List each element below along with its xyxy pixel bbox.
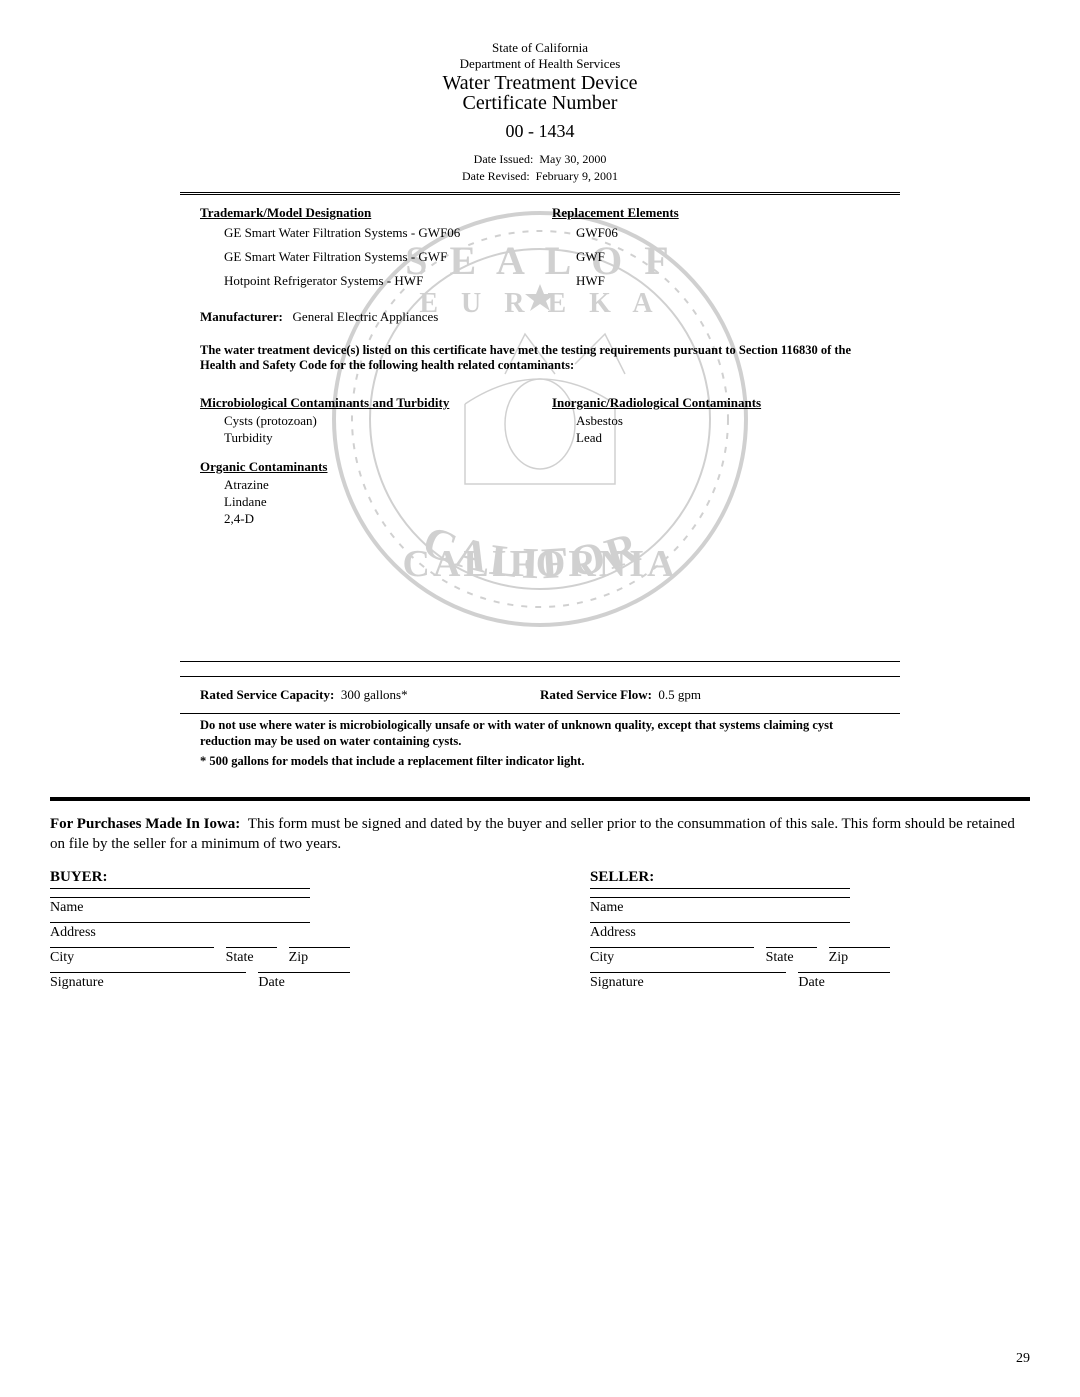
org-header: Organic Contaminants [200, 459, 528, 475]
certification-notice: The water treatment device(s) listed on … [200, 343, 880, 373]
disclaimer-line: Do not use where water is microbiologica… [200, 718, 880, 749]
certificate-header: State of California Department of Health… [50, 40, 1030, 184]
state-line-2: Department of Health Services [50, 56, 1030, 72]
contaminant-item: Cysts (protozoan) [224, 413, 528, 430]
inorg-header: Inorganic/Radiological Contaminants [552, 395, 880, 411]
model-row: Hotpoint Refrigerator Systems - HWF [224, 273, 528, 289]
disclaimer-line: * 500 gallons for models that include a … [200, 754, 880, 770]
disclaimers: Do not use where water is microbiologica… [180, 718, 900, 769]
contaminant-item: Lead [576, 430, 880, 447]
state-field[interactable]: State [226, 947, 277, 966]
zip-field[interactable]: Zip [289, 947, 350, 966]
signature-field[interactable]: Signature [50, 972, 246, 991]
model-row: GE Smart Water Filtration Systems - GWF0… [224, 225, 528, 241]
date-issued: Date Issued: May 30, 2000 [50, 152, 1030, 167]
contaminant-item: Lindane [224, 494, 528, 511]
date-revised: Date Revised: February 9, 2001 [50, 169, 1030, 184]
address-field[interactable]: Address [50, 922, 310, 941]
manufacturer-row: Manufacturer: General Electric Appliance… [200, 309, 880, 325]
contaminants-section: Microbiological Contaminants and Turbidi… [200, 383, 880, 527]
date-field[interactable]: Date [258, 972, 350, 991]
page-number: 29 [1016, 1351, 1030, 1367]
element-row: HWF [576, 273, 880, 289]
rated-service-row: Rated Service Capacity: 300 gallons* Rat… [180, 676, 900, 714]
cert-number: 00 - 1434 [50, 121, 1030, 142]
signature-field[interactable]: Signature [590, 972, 786, 991]
buyer-title: BUYER: [50, 869, 310, 889]
name-field[interactable]: Name [50, 897, 310, 916]
model-table: Trademark/Model Designation GE Smart Wat… [200, 205, 880, 297]
divider [50, 797, 1030, 801]
contaminant-item: Turbidity [224, 430, 528, 447]
name-field[interactable]: Name [590, 897, 850, 916]
city-field[interactable]: City [50, 947, 214, 966]
city-field[interactable]: City [590, 947, 754, 966]
iowa-notice: For Purchases Made In Iowa: This form mu… [50, 815, 1030, 854]
address-field[interactable]: Address [590, 922, 850, 941]
element-row: GWF06 [576, 225, 880, 241]
certificate-body: S E A L O F E U R E K A CALIFORNIA CALIF… [180, 192, 900, 662]
seller-title: SELLER: [590, 869, 850, 889]
element-row: GWF [576, 249, 880, 265]
buyer-seller-form: BUYER: Name Address City State Zip Signa… [50, 868, 1030, 991]
micro-header: Microbiological Contaminants and Turbidi… [200, 395, 528, 411]
zip-field[interactable]: Zip [829, 947, 890, 966]
replacement-header: Replacement Elements [552, 205, 880, 221]
model-row: GE Smart Water Filtration Systems - GWF [224, 249, 528, 265]
contaminant-item: Atrazine [224, 477, 528, 494]
state-field[interactable]: State [766, 947, 817, 966]
buyer-section: BUYER: Name Address City State Zip Signa… [50, 868, 490, 991]
contaminant-item: 2,4-D [224, 511, 528, 528]
contaminant-item: Asbestos [576, 413, 880, 430]
seller-section: SELLER: Name Address City State Zip Sign… [590, 868, 1030, 991]
trademark-header: Trademark/Model Designation [200, 205, 528, 221]
state-line-1: State of California [50, 40, 1030, 56]
title-line-2: Certificate Number [50, 92, 1030, 115]
date-field[interactable]: Date [798, 972, 890, 991]
